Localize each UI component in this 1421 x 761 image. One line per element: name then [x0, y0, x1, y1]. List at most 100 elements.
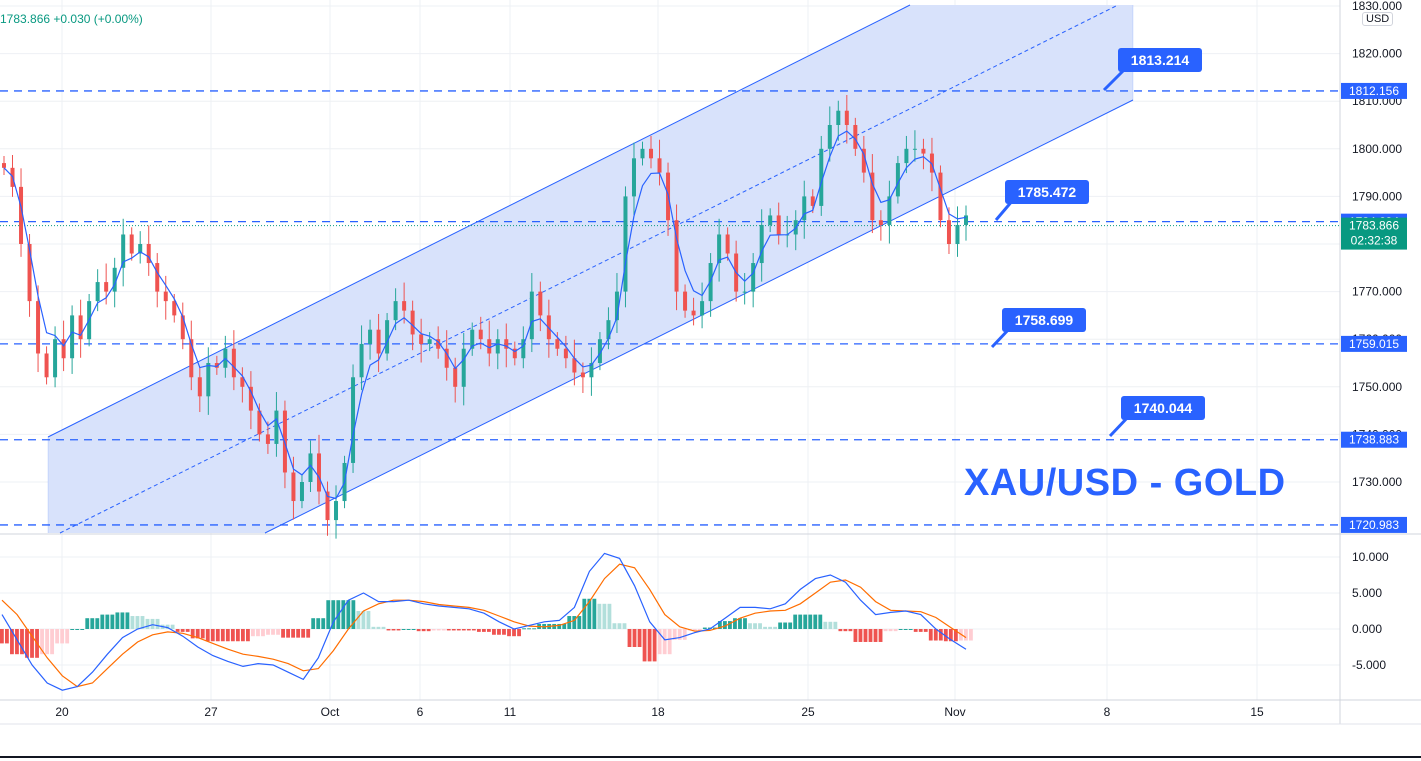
- bar-countdown-label: 02:32:38: [1351, 234, 1398, 248]
- macd-histogram-bar: [296, 629, 301, 638]
- macd-histogram-bar: [10, 629, 14, 655]
- candle-body: [572, 358, 577, 373]
- macd-histogram-bar: [717, 621, 722, 629]
- y-tick-label: 1800.000: [1352, 142, 1402, 156]
- macd-histogram-bar: [823, 621, 828, 629]
- x-tick-label: 20: [55, 705, 69, 719]
- candle-body: [657, 158, 662, 173]
- macd-histogram-bar: [431, 629, 436, 631]
- macd-histogram-bar: [261, 629, 265, 637]
- macd-histogram-bar: [828, 621, 833, 629]
- x-tick-label: 15: [1250, 705, 1264, 719]
- macd-histogram-bar: [316, 618, 321, 629]
- macd-y-tick-label: 0.000: [1352, 622, 1382, 636]
- macd-histogram-bar: [371, 626, 376, 629]
- macd-histogram-bar: [180, 629, 185, 632]
- candle-body: [104, 282, 109, 292]
- channel-fill: [48, 5, 1133, 533]
- macd-histogram-bar: [256, 629, 260, 637]
- price-axis-tag: [1341, 516, 1407, 533]
- macd-histogram-bar: [155, 618, 160, 629]
- macd-histogram-bar: [45, 629, 49, 655]
- macd-histogram-bar: [517, 629, 521, 637]
- candle-body: [325, 491, 330, 521]
- x-tick-label: 27: [204, 705, 218, 719]
- x-tick-label: Oct: [321, 705, 340, 719]
- macd-histogram-bar: [838, 629, 843, 632]
- macd-histogram-bar: [843, 629, 848, 632]
- macd-histogram-bar: [366, 611, 371, 629]
- x-tick-label: 8: [1104, 705, 1111, 719]
- macd-histogram-bar: [903, 629, 908, 630]
- candle-body: [955, 224, 960, 244]
- macd-histogram-bar: [135, 616, 140, 629]
- macd-histogram-bar: [75, 629, 80, 630]
- candle-body: [385, 320, 390, 354]
- macd-y-tick-label: 10.000: [1352, 550, 1389, 564]
- candle-body: [27, 244, 32, 302]
- macd-histogram-bar: [933, 629, 938, 641]
- macd-histogram-bar: [602, 603, 607, 629]
- candle-body: [640, 148, 645, 159]
- candle-body: [44, 353, 49, 378]
- candle-body: [257, 410, 262, 435]
- macd-histogram-bar: [728, 621, 732, 629]
- macd-histogram-bar: [738, 618, 742, 629]
- macd-histogram-bar: [622, 623, 627, 629]
- candle-body: [129, 234, 134, 254]
- macd-histogram-bar: [120, 612, 125, 629]
- candle-body: [614, 291, 619, 321]
- candle-body: [487, 339, 492, 354]
- candle-body: [751, 263, 756, 292]
- macd-histogram-bar: [361, 611, 366, 629]
- macd-histogram-bar: [230, 629, 235, 642]
- macd-histogram-bar: [246, 629, 250, 642]
- candle-body: [36, 301, 41, 354]
- y-tick-label: 1750.000: [1352, 380, 1402, 394]
- macd-histogram-bar: [185, 629, 190, 632]
- macd-histogram-bar: [632, 629, 637, 647]
- candle-body: [53, 339, 58, 378]
- candle-body: [768, 215, 773, 225]
- macd-histogram-bar: [175, 629, 180, 632]
- macd-histogram-bar: [446, 629, 451, 631]
- macd-histogram-bar: [351, 600, 356, 629]
- macd-histogram-bar: [763, 626, 767, 629]
- macd-histogram-bar: [20, 629, 24, 655]
- candle-body: [597, 339, 602, 363]
- x-tick-label: 11: [504, 705, 517, 719]
- candle-body: [504, 339, 509, 349]
- candle-body: [393, 301, 398, 321]
- currency-badge[interactable]: USD: [1362, 12, 1394, 26]
- macd-histogram-bar: [918, 629, 923, 632]
- macd-histogram-bar: [582, 598, 587, 629]
- macd-histogram-bar: [110, 614, 115, 629]
- macd-histogram-bar: [607, 603, 612, 629]
- macd-histogram-bar: [25, 629, 29, 658]
- candle-body: [853, 125, 858, 149]
- macd-histogram-bar: [326, 600, 331, 629]
- candle-body: [742, 291, 747, 293]
- macd-histogram-bar: [376, 626, 381, 629]
- macd-histogram-bar: [908, 629, 913, 630]
- macd-histogram-bar: [461, 629, 466, 631]
- macd-histogram-bar: [215, 629, 220, 642]
- price-axis-tag-label: 1738.883: [1349, 433, 1399, 447]
- macd-histogram-bar: [522, 628, 526, 630]
- callout-box: [1118, 48, 1202, 72]
- macd-histogram-bar: [557, 623, 562, 629]
- current-price-tag: [1341, 217, 1407, 250]
- candle-body: [478, 329, 483, 340]
- macd-histogram-bar: [938, 629, 943, 641]
- candle-body: [538, 291, 543, 316]
- candle-body: [776, 215, 781, 235]
- macd-histogram-bar: [617, 623, 622, 629]
- macd-histogram-bar: [808, 614, 813, 629]
- price-axis-tag-label: 1759.015: [1349, 337, 1399, 351]
- macd-histogram-bar: [677, 629, 682, 640]
- candle-body: [904, 148, 909, 164]
- macd-histogram-bar: [873, 629, 878, 642]
- macd-histogram-bar: [95, 618, 100, 629]
